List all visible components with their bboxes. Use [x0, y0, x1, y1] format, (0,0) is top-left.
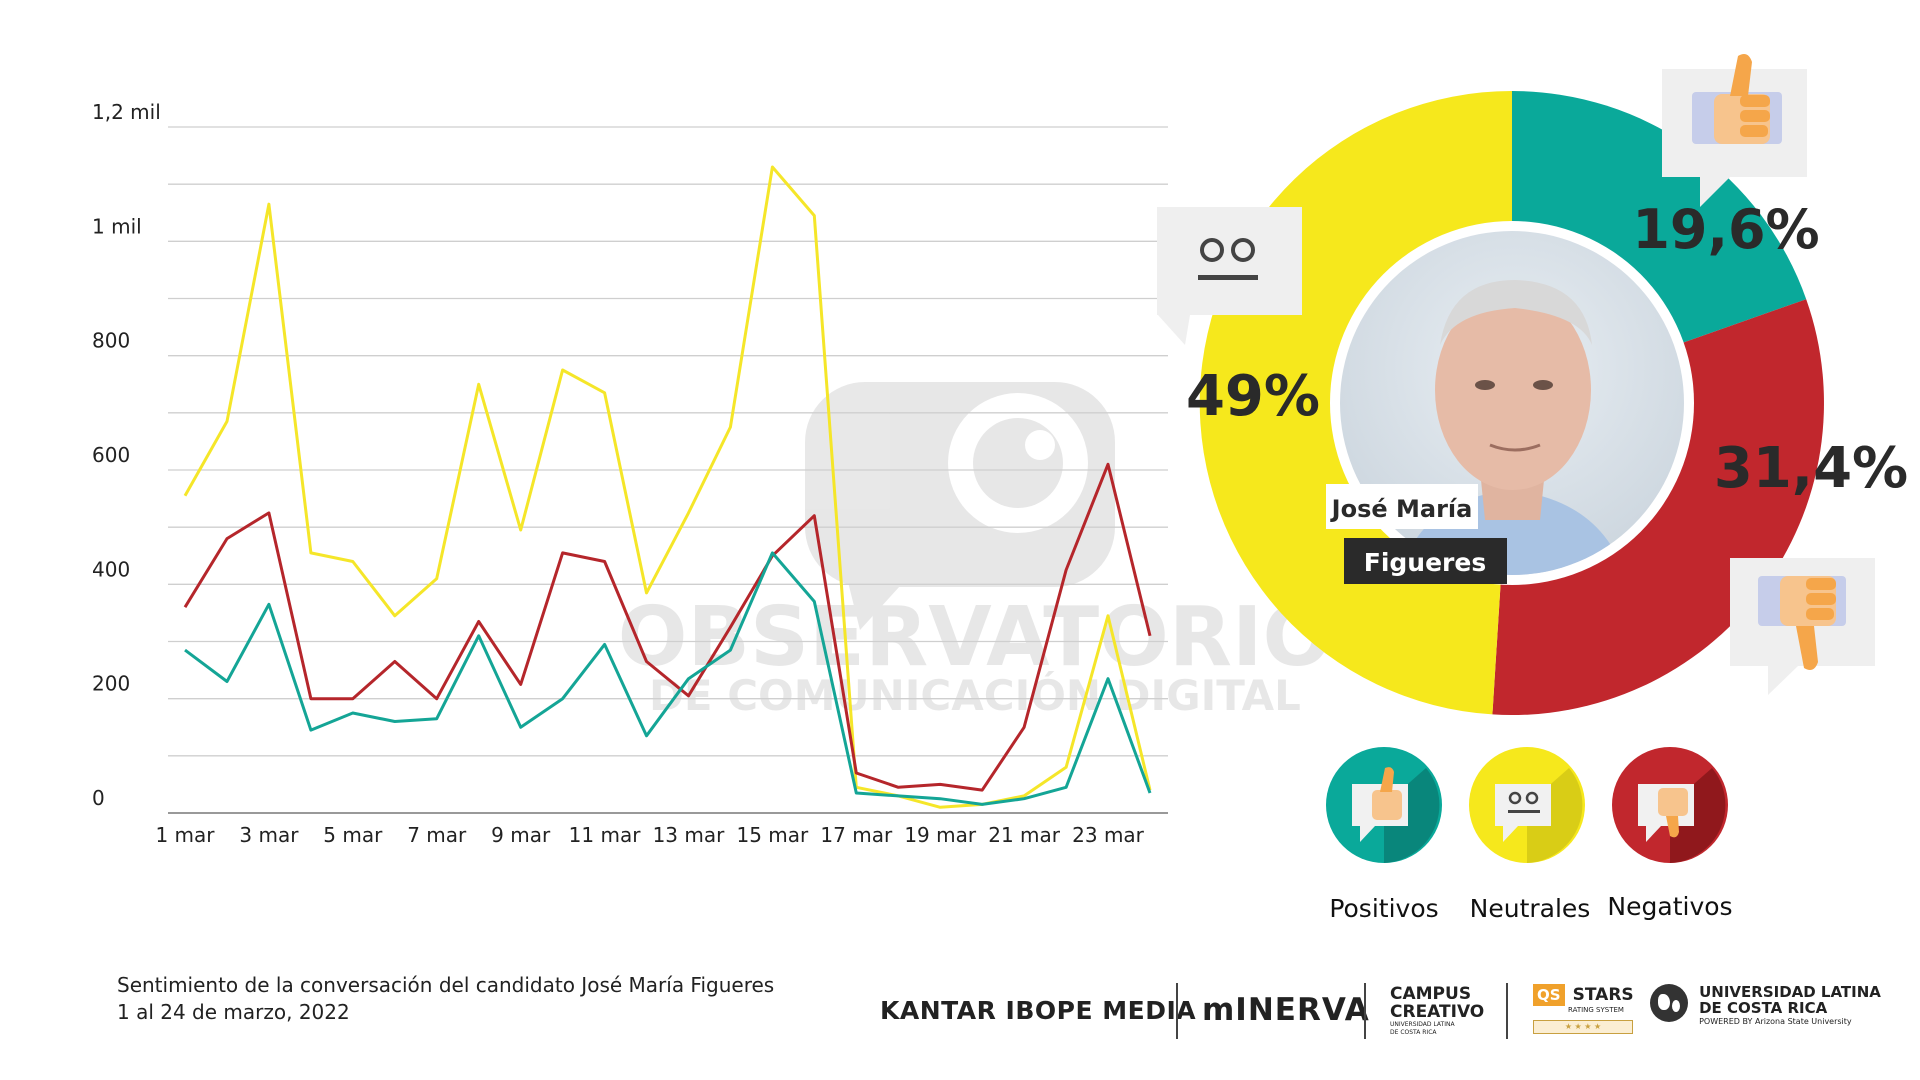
candidate-last-name: Figueres [1364, 548, 1486, 577]
y-tick-label: 600 [92, 443, 130, 467]
x-tick-label: 23 mar [1072, 823, 1145, 847]
series-line-negativos [183, 462, 1152, 792]
x-tick-label: 17 mar [820, 823, 893, 847]
legend-label-negativos: Negativos [1607, 892, 1732, 921]
campus-line2: CREATIVO [1390, 1002, 1485, 1022]
campus-creativo-logo: CAMPUS CREATIVO UNIVERSIDAD LATINA DE CO… [1390, 985, 1484, 1037]
watermark: OBSERVATORIO DE COMUNICACIÓN DIGITAL [618, 382, 1332, 720]
caption: Sentimiento de la conversación del candi… [117, 972, 774, 1026]
donut-chart: José María Figueres [1157, 54, 1908, 716]
ulatina-logo: UNIVERSIDAD LATINA DE COSTA RICA POWERED… [1650, 984, 1881, 1028]
qs-star-rating: ★ ★ ★ ★ [1533, 1020, 1633, 1034]
logo-divider [1364, 983, 1366, 1039]
x-tick-label: 3 mar [239, 823, 299, 847]
logo-divider [1506, 983, 1508, 1039]
thumbs-up-badge [1662, 54, 1807, 207]
x-tick-label: 7 mar [407, 823, 467, 847]
thumbs-down-icon [1658, 788, 1688, 838]
x-tick-label: 19 mar [904, 823, 977, 847]
logo-divider [1176, 983, 1178, 1039]
ulatina-sub: POWERED BY Arizona State University [1699, 1017, 1852, 1026]
campus-line1: CAMPUS [1390, 984, 1472, 1004]
minerva-logo: mINERVA [1202, 992, 1370, 1028]
candidate-name: José María Figueres [1326, 484, 1507, 584]
x-tick-label: 1 mar [155, 823, 215, 847]
caption-title: Sentimiento de la conversación del candi… [117, 973, 775, 997]
x-tick-label: 5 mar [323, 823, 383, 847]
y-tick-label: 400 [92, 557, 130, 581]
watermark-line2: DE COMUNICACIÓN DIGITAL [649, 670, 1301, 720]
candidate-name-line1-bg [1326, 484, 1478, 529]
qs-badge: QS [1533, 984, 1565, 1006]
slice-label-neutrales: 49% [1186, 364, 1320, 429]
x-tick-label: 21 mar [988, 823, 1061, 847]
caption-date-range: 1 al 24 de marzo, 2022 [117, 1000, 350, 1024]
campus-sub: UNIVERSIDAD LATINA DE COSTA RICA [1390, 1021, 1455, 1036]
ulatina-line2: DE COSTA RICA [1699, 999, 1828, 1017]
thumbs-up-icon [1714, 54, 1770, 144]
series-line-positivos [184, 551, 1152, 806]
legend: Positivos Neutrales Negativos [1326, 747, 1733, 923]
slice-label-positivos: 19,6% [1632, 198, 1819, 261]
legend-item-positivos: Positivos [1326, 747, 1442, 923]
neutral-badge [1157, 207, 1302, 345]
legend-label-positivos: Positivos [1329, 894, 1438, 923]
legend-item-negativos: Negativos [1607, 747, 1733, 921]
y-tick-label: 1,2 mil [92, 100, 161, 124]
ulatina-line1: UNIVERSIDAD LATINA [1699, 983, 1881, 1001]
qs-stars-logo: QS STARS RATING SYSTEM ★ ★ ★ ★ [1533, 984, 1634, 1034]
legend-item-neutrales: Neutrales [1469, 747, 1590, 923]
neutral-face-icon [1198, 238, 1258, 280]
qs-sub: RATING SYSTEM [1568, 1006, 1624, 1014]
neutral-face-icon [1508, 791, 1540, 813]
line-chart: 0 200 400 600 800 1 mil 1,2 mil 1 mar 3 mar 5 ma… [92, 100, 1168, 847]
x-tick-label: 15 mar [737, 823, 810, 847]
thumbs-down-icon [1780, 576, 1836, 670]
x-tick-label: 13 mar [653, 823, 726, 847]
x-tick-label: 11 mar [569, 823, 642, 847]
qs-stars-text: STARS [1572, 985, 1634, 1005]
candidate-first-name: José María [1330, 495, 1473, 523]
globe-icon [1650, 984, 1688, 1022]
y-tick-label: 200 [92, 672, 130, 696]
thumbs-down-badge [1730, 558, 1875, 695]
watermark-bubble [805, 382, 1115, 587]
candidate-name-line2-bg [1344, 538, 1507, 584]
thumbs-up-icon [1372, 767, 1402, 820]
y-tick-label: 800 [92, 329, 130, 353]
x-tick-label: 9 mar [491, 823, 551, 847]
slice-label-negativos: 31,4% [1714, 436, 1908, 501]
legend-label-neutrales: Neutrales [1470, 894, 1591, 923]
kantar-logo: KANTAR IBOPE MEDIA [880, 996, 1197, 1025]
y-tick-label: 1 mil [92, 214, 142, 238]
y-tick-label: 0 [92, 786, 105, 810]
